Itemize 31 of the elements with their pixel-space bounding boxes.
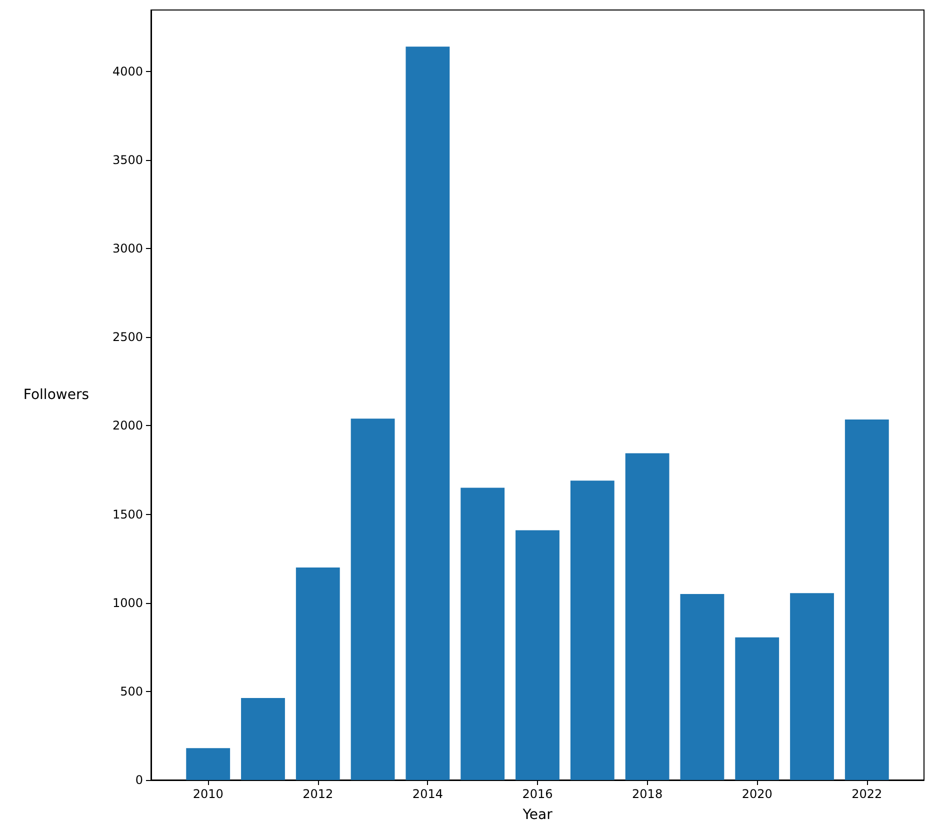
bar	[186, 748, 230, 780]
bar	[844, 420, 889, 780]
x-tick-label: 2010	[192, 787, 224, 801]
bar	[625, 453, 670, 780]
bar	[406, 46, 450, 780]
x-tick-label: 2016	[522, 787, 553, 801]
x-tick-label: 2012	[302, 787, 334, 801]
y-tick-label: 4000	[112, 64, 143, 78]
bar	[735, 637, 780, 780]
y-tick-label: 2000	[112, 418, 143, 433]
x-axis-title: Year	[522, 807, 553, 823]
bar	[516, 530, 560, 780]
y-tick-label: 3000	[112, 242, 143, 256]
y-axis-title: Followers	[23, 387, 89, 403]
y-tick-label: 1500	[112, 507, 143, 522]
bar	[460, 488, 505, 780]
bar	[241, 698, 285, 780]
y-tick-label: 1000	[112, 596, 143, 610]
y-tick-label: 3500	[112, 153, 143, 168]
y-tick-label: 0	[135, 773, 143, 787]
bar	[790, 593, 834, 780]
bar	[350, 418, 395, 780]
x-tick-label: 2022	[852, 787, 882, 801]
x-tick-label: 2014	[412, 787, 443, 801]
y-tick-label: 2500	[112, 330, 143, 344]
x-tick-label: 2020	[742, 787, 772, 801]
y-tick-label: 500	[120, 684, 143, 698]
bar	[680, 594, 724, 780]
bar	[570, 480, 614, 780]
bar	[296, 567, 340, 780]
x-tick-label: 2018	[632, 787, 663, 801]
